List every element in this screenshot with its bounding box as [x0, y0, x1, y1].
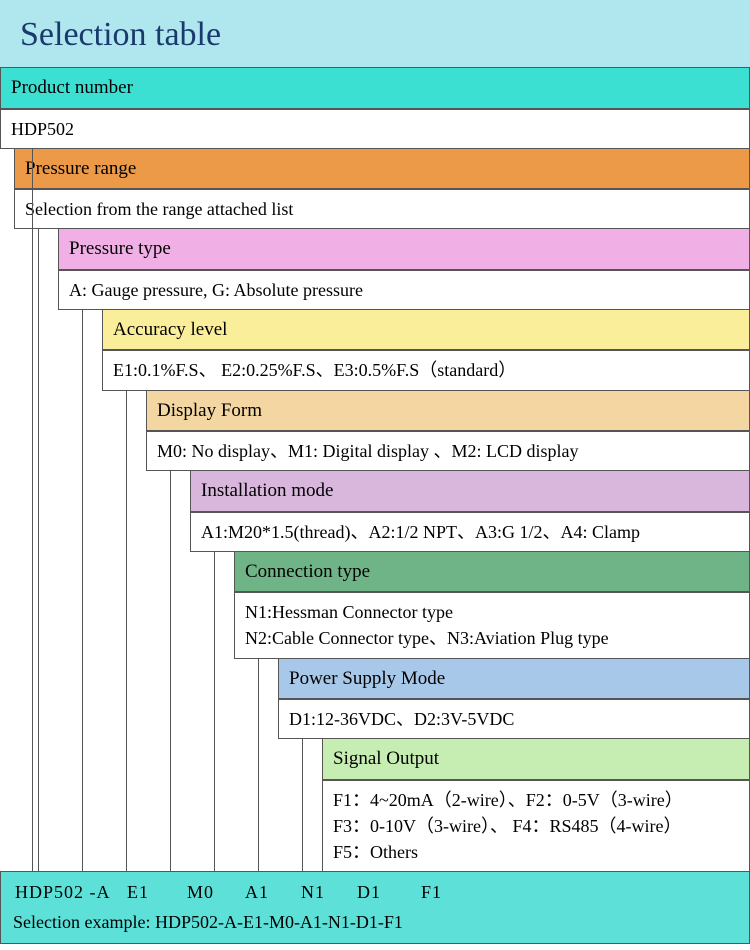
section-header: Pressure range: [14, 148, 750, 190]
selection-example: Selection example: HDP502-A-E1-M0-A1-N1-…: [13, 912, 737, 933]
selection-tree: Product numberHDP502Pressure rangeSelect…: [0, 67, 750, 872]
section-body: A1:M20*1.5(thread)、A2:1/2 NPT、A3:G 1/2、A…: [190, 512, 750, 552]
page-title: Selection table: [0, 0, 750, 68]
code-segment: F1: [421, 882, 442, 903]
section-header: Connection type: [234, 551, 750, 593]
section-body: HDP502: [0, 109, 750, 149]
code-segment: HDP502 -A: [15, 882, 111, 903]
section-body: D1:12-36VDC、D2:3V-5VDC: [278, 699, 750, 739]
section-header: Display Form: [146, 390, 750, 432]
tree-connector: [82, 309, 83, 872]
code-segment: N1: [301, 882, 325, 903]
section-header: Accuracy level: [102, 309, 750, 351]
section-header: Pressure type: [58, 228, 750, 270]
tree-connector: [302, 739, 303, 872]
section-header: Signal Output: [322, 738, 750, 780]
code-segment: A1: [245, 882, 269, 903]
tree-connector: [214, 551, 215, 872]
code-line: HDP502 -A E1 M0 A1 N1 D1 F1: [13, 882, 737, 906]
section-body: Selection from the range attached list: [14, 189, 750, 229]
code-segment: E1: [127, 882, 149, 903]
code-segment: M0: [187, 882, 214, 903]
section-body: A: Gauge pressure, G: Absolute pressure: [58, 270, 750, 310]
tree-connector: [38, 229, 39, 872]
tree-connector: [258, 658, 259, 872]
tree-connector: [32, 148, 33, 872]
section-body: E1:0.1%F.S、 E2:0.25%F.S、E3:0.5%F.S（stand…: [102, 350, 750, 390]
code-segment: D1: [357, 882, 381, 903]
tree-connector: [346, 871, 347, 872]
tree-connector: [170, 471, 171, 872]
section-body: N1:Hessman Connector type N2:Cable Conne…: [234, 592, 750, 658]
footer: HDP502 -A E1 M0 A1 N1 D1 F1 Selection example:…: [0, 871, 750, 944]
tree-connector: [126, 390, 127, 872]
section-body: M0: No display、M1: Digital display 、M2: …: [146, 431, 750, 471]
section-body: F1：4~20mA（2-wire）、F2：0-5V（3-wire） F3：0-1…: [322, 780, 750, 872]
section-header: Installation mode: [190, 470, 750, 512]
section-header: Product number: [0, 67, 750, 109]
section-header: Power Supply Mode: [278, 658, 750, 700]
